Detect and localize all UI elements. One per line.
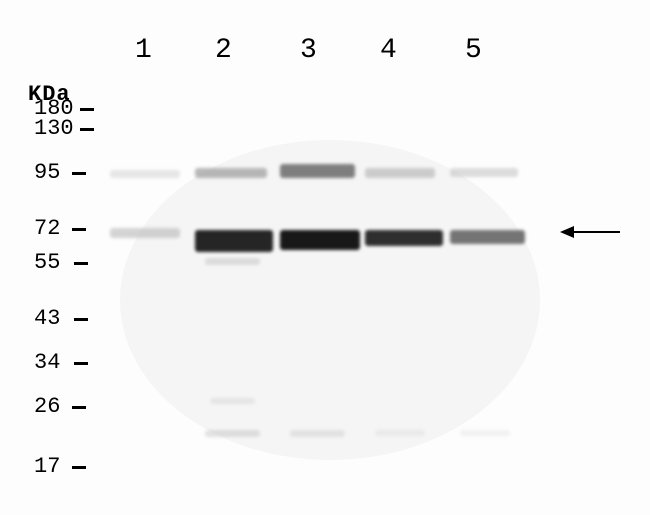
band — [205, 430, 260, 437]
band — [280, 164, 355, 178]
mw-label: 130 — [34, 116, 74, 141]
mw-label: 95 — [34, 160, 60, 185]
mw-tick — [74, 262, 88, 265]
mw-tick — [72, 466, 86, 469]
mw-tick — [80, 108, 94, 111]
band — [365, 230, 443, 246]
band — [195, 230, 273, 252]
lane-label: 3 — [300, 35, 317, 66]
band — [375, 430, 425, 436]
mw-tick — [74, 318, 88, 321]
mw-label: 55 — [34, 250, 60, 275]
band — [110, 228, 180, 238]
lane-label: 2 — [215, 35, 232, 66]
lane-label: 4 — [380, 35, 397, 66]
arrow-line — [572, 231, 620, 233]
mw-tick — [72, 172, 86, 175]
band — [205, 258, 260, 265]
mw-label: 72 — [34, 216, 60, 241]
band — [460, 430, 510, 436]
mw-tick — [72, 406, 86, 409]
mw-label: 17 — [34, 454, 60, 479]
mw-label: 26 — [34, 394, 60, 419]
band — [195, 168, 267, 178]
blot-image — [0, 0, 650, 515]
band — [450, 168, 518, 177]
mw-label: 43 — [34, 306, 60, 331]
lane-label: 1 — [135, 35, 152, 66]
band — [290, 430, 345, 437]
band — [280, 230, 360, 250]
band — [365, 168, 435, 178]
mw-tick — [72, 228, 86, 231]
lane-label: 5 — [465, 35, 482, 66]
mw-tick — [80, 128, 94, 131]
mw-label: 34 — [34, 350, 60, 375]
band — [210, 398, 255, 404]
band — [110, 170, 180, 178]
band — [450, 230, 525, 244]
mw-tick — [74, 362, 88, 365]
